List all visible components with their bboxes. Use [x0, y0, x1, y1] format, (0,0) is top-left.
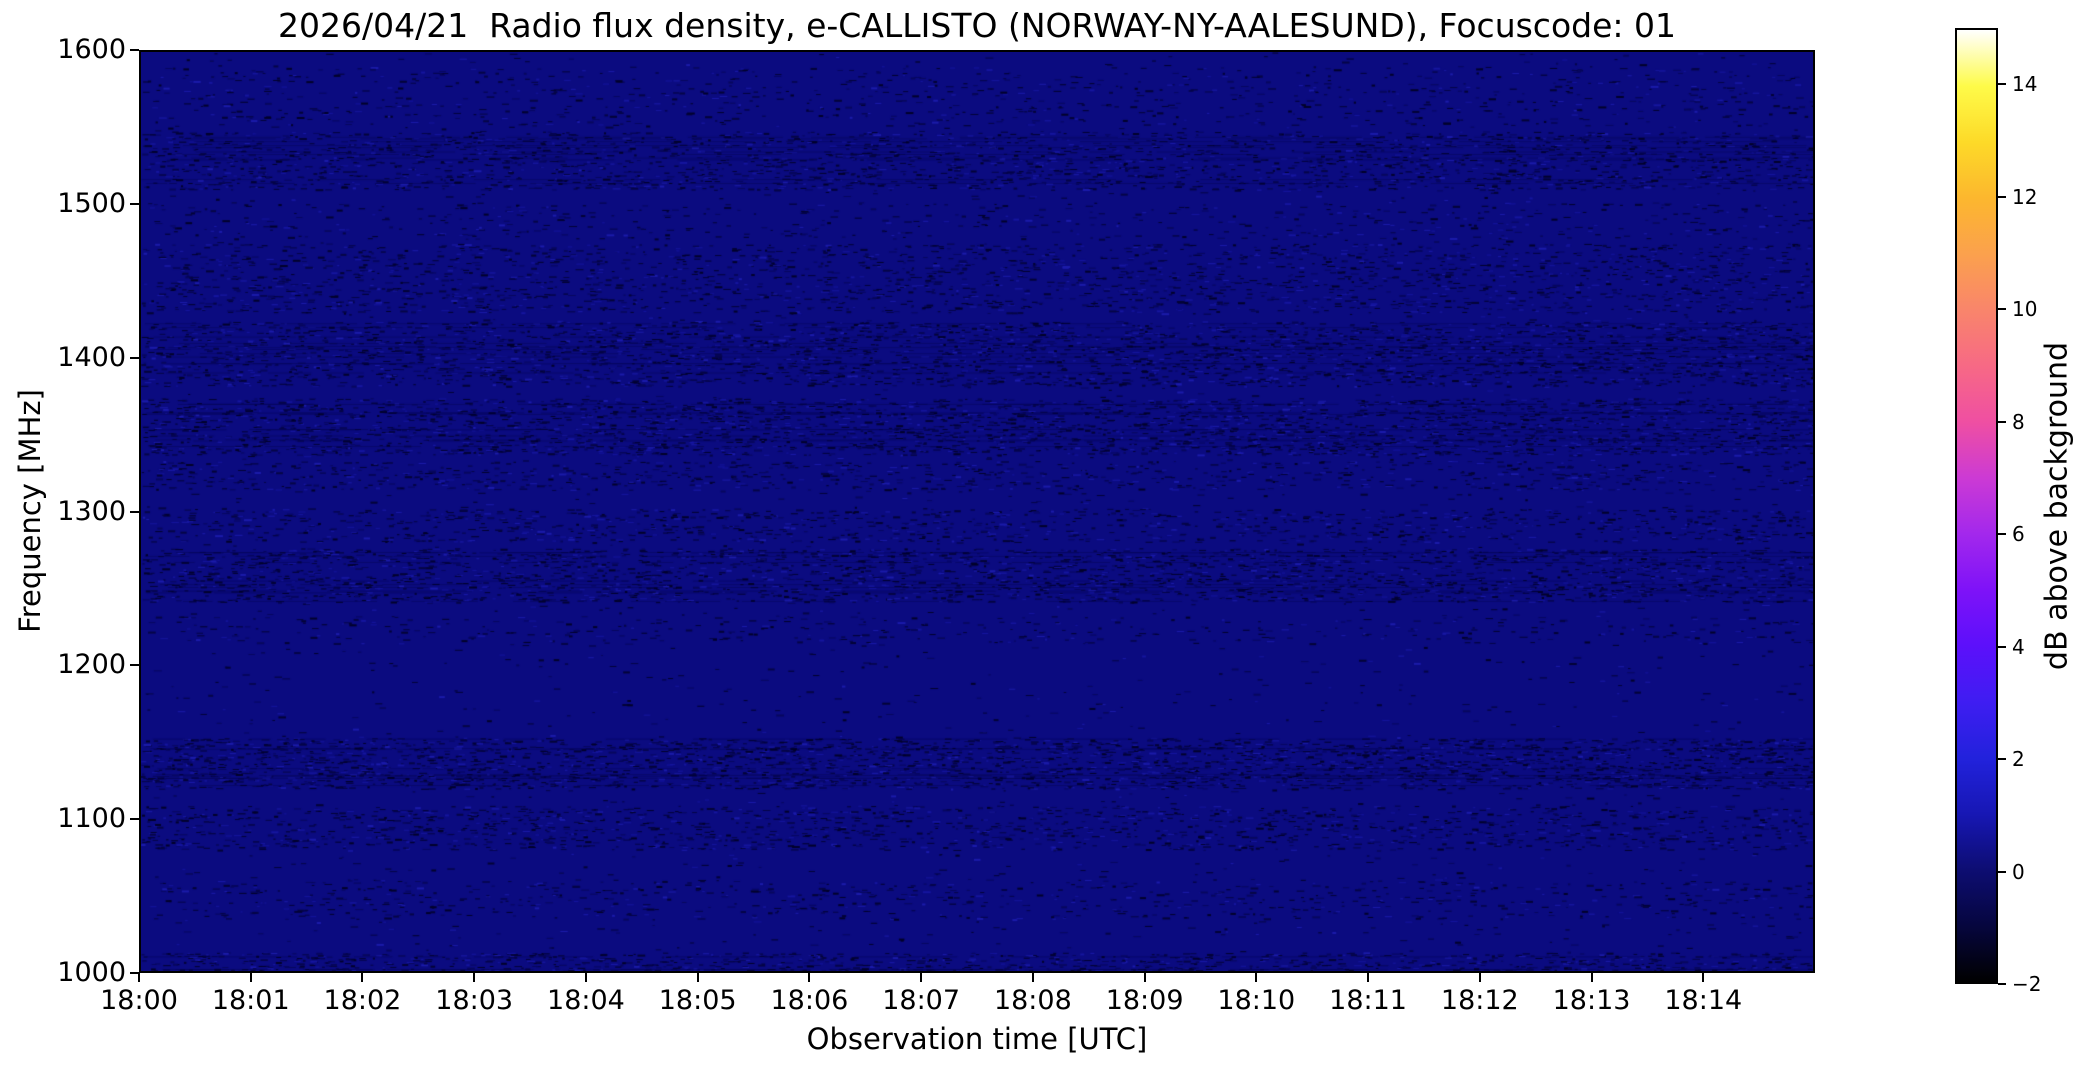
y-tickmark — [130, 818, 139, 821]
colorbar-tickmark — [1998, 870, 2006, 873]
y-tick-label: 1500 — [57, 187, 126, 219]
spectrogram-canvas — [141, 52, 1813, 971]
y-tick-label: 1400 — [57, 341, 126, 373]
y-axis-label: Frequency [MHz] — [13, 389, 47, 633]
x-tickmark — [1255, 973, 1258, 982]
x-tickmark — [138, 973, 140, 982]
colorbar-tick-label: 6 — [2012, 522, 2025, 547]
x-tick-label: 18:02 — [323, 985, 402, 1016]
x-tickmark — [920, 973, 923, 982]
y-tickmark — [130, 510, 139, 513]
colorbar-tick-label: 12 — [2012, 184, 2038, 209]
colorbar-tick-label: 0 — [2012, 859, 2025, 884]
x-tickmark — [1367, 973, 1370, 982]
y-tick-label: 1200 — [57, 649, 126, 681]
y-tick-label: 1300 — [57, 495, 126, 527]
y-tickmark — [130, 356, 139, 359]
y-tickmark — [130, 972, 139, 974]
x-tickmark — [1143, 973, 1146, 982]
x-tick-label: 18:03 — [435, 985, 514, 1016]
x-tickmark — [1702, 973, 1705, 982]
x-tick-label: 18:13 — [1552, 985, 1631, 1016]
x-tickmark — [361, 973, 364, 982]
colorbar-gradient — [1957, 30, 1996, 982]
x-tick-label: 18:10 — [1217, 985, 1296, 1016]
colorbar-tickmark — [1998, 983, 2006, 985]
x-tick-label: 18:04 — [547, 985, 625, 1016]
x-tick-label: 18:00 — [100, 985, 178, 1016]
colorbar-tickmark — [1998, 420, 2006, 423]
colorbar-tick-label: 14 — [2012, 72, 2038, 97]
x-tickmark — [1478, 973, 1481, 982]
colorbar-tick-label: 4 — [2012, 634, 2025, 659]
x-tick-label: 18:08 — [993, 985, 1072, 1016]
x-tick-label: 18:07 — [882, 985, 961, 1016]
colorbar-tick-label: 10 — [2012, 297, 2038, 322]
colorbar-label: dB above background — [2039, 341, 2075, 671]
x-tickmark — [1590, 973, 1593, 982]
colorbar-tickmark — [1998, 308, 2006, 311]
x-axis-label: Observation time [UTC] — [806, 1022, 1148, 1056]
x-tick-label: 18:11 — [1329, 985, 1407, 1016]
y-tickmark — [130, 49, 139, 51]
x-tickmark — [808, 973, 811, 982]
y-tick-label: 1000 — [57, 957, 126, 988]
x-tickmark — [584, 973, 587, 982]
x-tick-label: 18:01 — [211, 985, 290, 1016]
x-tickmark — [696, 973, 699, 982]
colorbar-tickmark — [1998, 645, 2006, 648]
x-tickmark — [249, 973, 252, 982]
x-tick-label: 18:12 — [1440, 985, 1519, 1016]
x-tick-label: 18:05 — [658, 985, 737, 1016]
x-tickmark — [473, 973, 476, 982]
colorbar — [1955, 28, 1998, 984]
y-tickmark — [130, 664, 139, 667]
y-tickmark — [130, 202, 139, 205]
x-tickmark — [1031, 973, 1034, 982]
colorbar-tickmark — [1998, 83, 2006, 86]
chart-title: 2026/04/21 Radio flux density, e-CALLIST… — [277, 6, 1676, 45]
colorbar-tick-label: 8 — [2012, 409, 2025, 434]
x-tick-label: 18:06 — [770, 985, 849, 1016]
colorbar-tick-label: 2 — [2012, 747, 2025, 772]
colorbar-tickmark — [1998, 533, 2006, 536]
y-tick-label: 1600 — [57, 34, 126, 65]
x-tick-label: 18:14 — [1664, 985, 1743, 1016]
spectrogram-plot-area — [139, 50, 1815, 973]
x-tick-label: 18:09 — [1105, 985, 1184, 1016]
colorbar-tick-label: −2 — [2012, 972, 2042, 996]
colorbar-tickmark — [1998, 758, 2006, 761]
y-tick-label: 1100 — [57, 803, 126, 835]
colorbar-tickmark — [1998, 195, 2006, 198]
